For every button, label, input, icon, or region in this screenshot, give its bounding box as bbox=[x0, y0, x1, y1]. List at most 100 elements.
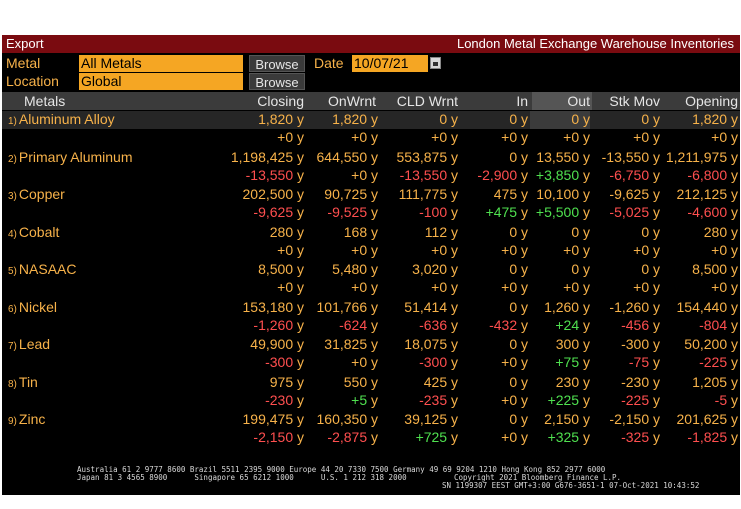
row-1-delta-in[interactable]: +0 y bbox=[501, 129, 528, 145]
row-8-main-cld-wrnt[interactable]: 425 y bbox=[423, 374, 458, 390]
row-2-main-opening[interactable]: 1,211,975 y bbox=[665, 149, 738, 165]
location-field[interactable]: Global bbox=[79, 73, 243, 90]
row-8-main-closing[interactable]: 975 y bbox=[269, 374, 304, 390]
row-2-main-onwrnt[interactable]: 644,550 y bbox=[316, 149, 379, 165]
row-3-main-onwrnt[interactable]: 90,725 y bbox=[324, 186, 378, 202]
row-9-main-cld-wrnt[interactable]: 39,125 y bbox=[404, 411, 458, 427]
row-9-main-out[interactable]: 2,150 y bbox=[544, 411, 590, 427]
row-6-delta-out[interactable]: +24 y bbox=[555, 317, 590, 333]
row-8-main-in[interactable]: 0 y bbox=[509, 374, 528, 390]
row-8-main-opening[interactable]: 1,205 y bbox=[692, 374, 738, 390]
row-9-delta-opening[interactable]: -1,825 y bbox=[687, 429, 738, 445]
row-2-delta-stk-mov[interactable]: -6,750 y bbox=[609, 167, 660, 183]
metal-browse-button[interactable]: Browse bbox=[249, 55, 305, 72]
row-8-delta-closing[interactable]: -230 y bbox=[265, 392, 304, 408]
row-7-delta-opening[interactable]: -225 y bbox=[699, 354, 738, 370]
row-6-main-opening[interactable]: 154,440 y bbox=[676, 299, 739, 315]
row-8-delta-in[interactable]: +0 y bbox=[501, 392, 528, 408]
row-1-main-stk-mov[interactable]: 0 y bbox=[641, 111, 660, 127]
row-4-delta-cld-wrnt[interactable]: +0 y bbox=[431, 242, 458, 258]
header-opening[interactable]: Opening bbox=[685, 93, 738, 109]
row-9-delta-cld-wrnt[interactable]: +725 y bbox=[415, 429, 458, 445]
row-6-main-closing[interactable]: 153,180 y bbox=[242, 299, 305, 315]
row-1-metal[interactable]: 1) Aluminum Alloy bbox=[8, 111, 115, 127]
row-4-main-stk-mov[interactable]: 0 y bbox=[641, 224, 660, 240]
metal-field[interactable]: All Metals bbox=[79, 55, 243, 72]
row-7-main-onwrnt[interactable]: 31,825 y bbox=[324, 336, 378, 352]
row-8-main-stk-mov[interactable]: -230 y bbox=[621, 374, 660, 390]
row-1-main-opening[interactable]: 1,820 y bbox=[692, 111, 738, 127]
row-5-main-onwrnt[interactable]: 5,480 y bbox=[332, 261, 378, 277]
row-6-delta-cld-wrnt[interactable]: -636 y bbox=[419, 317, 458, 333]
row-5-delta-opening[interactable]: +0 y bbox=[711, 279, 738, 295]
row-4-delta-onwrnt[interactable]: +0 y bbox=[351, 242, 378, 258]
row-7-main-opening[interactable]: 50,200 y bbox=[684, 336, 738, 352]
row-9-delta-onwrnt[interactable]: -2,875 y bbox=[327, 429, 378, 445]
row-7-main-stk-mov[interactable]: -300 y bbox=[621, 336, 660, 352]
row-4-main-cld-wrnt[interactable]: 112 y bbox=[424, 224, 458, 240]
row-9-main-onwrnt[interactable]: 160,350 y bbox=[316, 411, 379, 427]
row-7-main-closing[interactable]: 49,900 y bbox=[250, 336, 304, 352]
row-4-main-opening[interactable]: 280 y bbox=[703, 224, 738, 240]
row-8-delta-cld-wrnt[interactable]: -235 y bbox=[419, 392, 458, 408]
row-9-main-opening[interactable]: 201,625 y bbox=[676, 411, 739, 427]
row-4-delta-out[interactable]: +0 y bbox=[563, 242, 590, 258]
row-6-main-in[interactable]: 0 y bbox=[509, 299, 528, 315]
row-5-metal[interactable]: 5) NASAAC bbox=[8, 261, 76, 277]
row-5-main-opening[interactable]: 8,500 y bbox=[692, 261, 738, 277]
header-out[interactable]: Out bbox=[567, 93, 590, 109]
row-7-main-out[interactable]: 300 y bbox=[555, 336, 590, 352]
row-8-delta-stk-mov[interactable]: -225 y bbox=[621, 392, 660, 408]
row-6-delta-closing[interactable]: -1,260 y bbox=[253, 317, 304, 333]
row-9-main-closing[interactable]: 199,475 y bbox=[242, 411, 305, 427]
location-browse-button[interactable]: Browse bbox=[249, 73, 305, 90]
row-7-delta-out[interactable]: +75 y bbox=[555, 354, 590, 370]
row-4-delta-closing[interactable]: +0 y bbox=[277, 242, 304, 258]
row-5-main-in[interactable]: 0 y bbox=[509, 261, 528, 277]
row-2-delta-opening[interactable]: -6,800 y bbox=[687, 167, 738, 183]
header-metals[interactable]: Metals bbox=[24, 93, 66, 109]
row-9-delta-stk-mov[interactable]: -325 y bbox=[621, 429, 660, 445]
row-9-delta-out[interactable]: +325 y bbox=[547, 429, 590, 445]
row-8-delta-out[interactable]: +225 y bbox=[547, 392, 590, 408]
row-2-metal[interactable]: 2) Primary Aluminum bbox=[8, 149, 133, 165]
row-7-delta-in[interactable]: +0 y bbox=[501, 354, 528, 370]
row-1-main-closing[interactable]: 1,820 y bbox=[258, 111, 304, 127]
row-6-delta-onwrnt[interactable]: -624 y bbox=[339, 317, 378, 333]
row-3-delta-closing[interactable]: -9,625 y bbox=[253, 204, 304, 220]
row-6-main-stk-mov[interactable]: -1,260 y bbox=[609, 299, 660, 315]
row-9-delta-in[interactable]: +0 y bbox=[501, 429, 528, 445]
row-4-main-closing[interactable]: 280 y bbox=[269, 224, 304, 240]
row-5-main-closing[interactable]: 8,500 y bbox=[258, 261, 304, 277]
row-1-main-out[interactable]: 0 y bbox=[571, 111, 590, 127]
row-3-main-cld-wrnt[interactable]: 111,775 y bbox=[398, 186, 458, 202]
export-button[interactable]: Export bbox=[6, 36, 44, 51]
row-3-delta-in[interactable]: +475 y bbox=[485, 204, 528, 220]
row-2-main-stk-mov[interactable]: -13,550 y bbox=[601, 149, 660, 165]
row-7-main-in[interactable]: 0 y bbox=[509, 336, 528, 352]
row-2-main-cld-wrnt[interactable]: 553,875 y bbox=[396, 149, 459, 165]
row-8-main-out[interactable]: 230 y bbox=[555, 374, 590, 390]
row-8-delta-opening[interactable]: -5 y bbox=[714, 392, 738, 408]
row-7-main-cld-wrnt[interactable]: 18,075 y bbox=[404, 336, 458, 352]
row-6-delta-stk-mov[interactable]: -456 y bbox=[621, 317, 660, 333]
row-3-main-closing[interactable]: 202,500 y bbox=[242, 186, 305, 202]
row-8-delta-onwrnt[interactable]: +5 y bbox=[351, 392, 378, 408]
row-6-delta-opening[interactable]: -804 y bbox=[699, 317, 738, 333]
row-6-main-onwrnt[interactable]: 101,766 y bbox=[316, 299, 379, 315]
row-7-delta-cld-wrnt[interactable]: -300 y bbox=[419, 354, 458, 370]
row-5-delta-in[interactable]: +0 y bbox=[501, 279, 528, 295]
row-4-delta-stk-mov[interactable]: +0 y bbox=[633, 242, 660, 258]
row-1-delta-stk-mov[interactable]: +0 y bbox=[633, 129, 660, 145]
row-7-delta-closing[interactable]: -300 y bbox=[265, 354, 304, 370]
row-3-main-out[interactable]: 10,100 y bbox=[536, 186, 590, 202]
row-5-main-cld-wrnt[interactable]: 3,020 y bbox=[412, 261, 458, 277]
row-3-delta-onwrnt[interactable]: -9,525 y bbox=[327, 204, 378, 220]
row-1-delta-opening[interactable]: +0 y bbox=[711, 129, 738, 145]
row-2-main-in[interactable]: 0 y bbox=[509, 149, 528, 165]
header-closing[interactable]: Closing bbox=[257, 93, 304, 109]
row-4-main-out[interactable]: 0 y bbox=[571, 224, 590, 240]
date-field[interactable]: 10/07/21 bbox=[352, 55, 428, 72]
row-6-delta-in[interactable]: -432 y bbox=[489, 317, 528, 333]
header-in[interactable]: In bbox=[516, 93, 528, 109]
